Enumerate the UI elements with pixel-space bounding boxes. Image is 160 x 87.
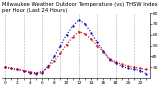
Text: Milwaukee Weather Outdoor Temperature (vs) THSW Index per Hour (Last 24 Hours): Milwaukee Weather Outdoor Temperature (v… (2, 2, 158, 13)
